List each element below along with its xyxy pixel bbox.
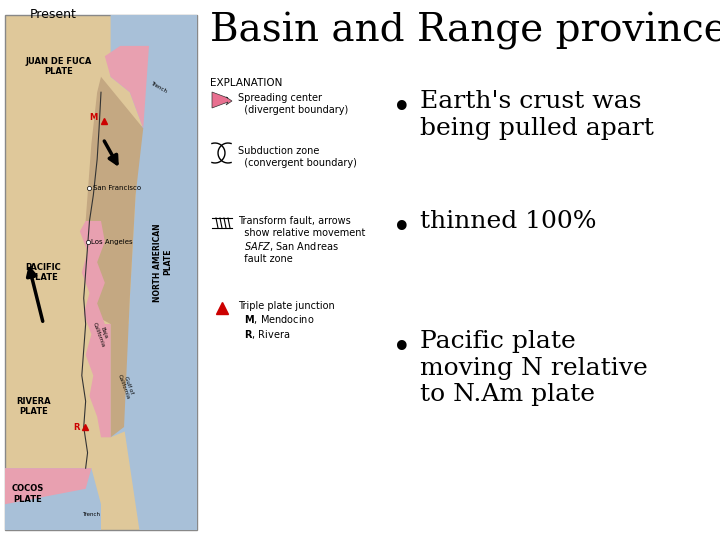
- Text: Los Angeles: Los Angeles: [91, 239, 133, 245]
- Polygon shape: [86, 77, 143, 437]
- Text: Pacific plate
moving N relative
to N.Am plate: Pacific plate moving N relative to N.Am …: [420, 330, 648, 406]
- Text: JUAN DE FUCA
PLATE: JUAN DE FUCA PLATE: [26, 57, 92, 76]
- Text: •: •: [392, 212, 412, 245]
- Polygon shape: [5, 468, 91, 504]
- Polygon shape: [80, 221, 111, 437]
- Text: Earth's crust was
being pulled apart: Earth's crust was being pulled apart: [420, 90, 654, 140]
- Text: RIVERA
PLATE: RIVERA PLATE: [17, 397, 51, 416]
- Polygon shape: [5, 468, 101, 530]
- Text: Transform fault, arrows
  show relative movement
  $\it{SAFZ}$, San Andreas
  fa: Transform fault, arrows show relative mo…: [238, 216, 365, 264]
- Polygon shape: [111, 15, 197, 129]
- Text: Triple plate junction
  $\bf{M}$, Mendocino
  $\bf{R}$, Rivera: Triple plate junction $\bf{M}$, Mendocin…: [238, 301, 335, 341]
- Text: Basin and Range province: Basin and Range province: [210, 12, 720, 50]
- Text: R: R: [73, 422, 80, 431]
- Text: PACIFIC
PLATE: PACIFIC PLATE: [25, 263, 61, 282]
- Text: Gulf of
California: Gulf of California: [117, 372, 135, 400]
- Text: COCOS
PLATE: COCOS PLATE: [12, 484, 44, 504]
- Text: Subduction zone
  (convergent boundary): Subduction zone (convergent boundary): [238, 146, 357, 167]
- Text: thinned 100%: thinned 100%: [420, 210, 596, 233]
- Polygon shape: [124, 107, 197, 530]
- Polygon shape: [105, 46, 149, 129]
- Text: Spreading center
  (divergent boundary): Spreading center (divergent boundary): [238, 93, 348, 114]
- Polygon shape: [111, 324, 140, 437]
- Text: Baja
California: Baja California: [91, 320, 111, 348]
- Bar: [5, 15, 197, 530]
- Text: EXPLANATION: EXPLANATION: [210, 78, 282, 88]
- Text: Trench: Trench: [82, 512, 100, 517]
- Text: •: •: [392, 92, 412, 125]
- Text: M: M: [89, 113, 97, 123]
- Polygon shape: [212, 92, 232, 108]
- Text: Trench: Trench: [150, 80, 168, 94]
- Text: •: •: [392, 332, 412, 365]
- Text: San Francisco: San Francisco: [94, 185, 141, 191]
- Text: NORTH AMERICAN
PLATE: NORTH AMERICAN PLATE: [153, 223, 172, 301]
- Text: Present: Present: [30, 8, 76, 21]
